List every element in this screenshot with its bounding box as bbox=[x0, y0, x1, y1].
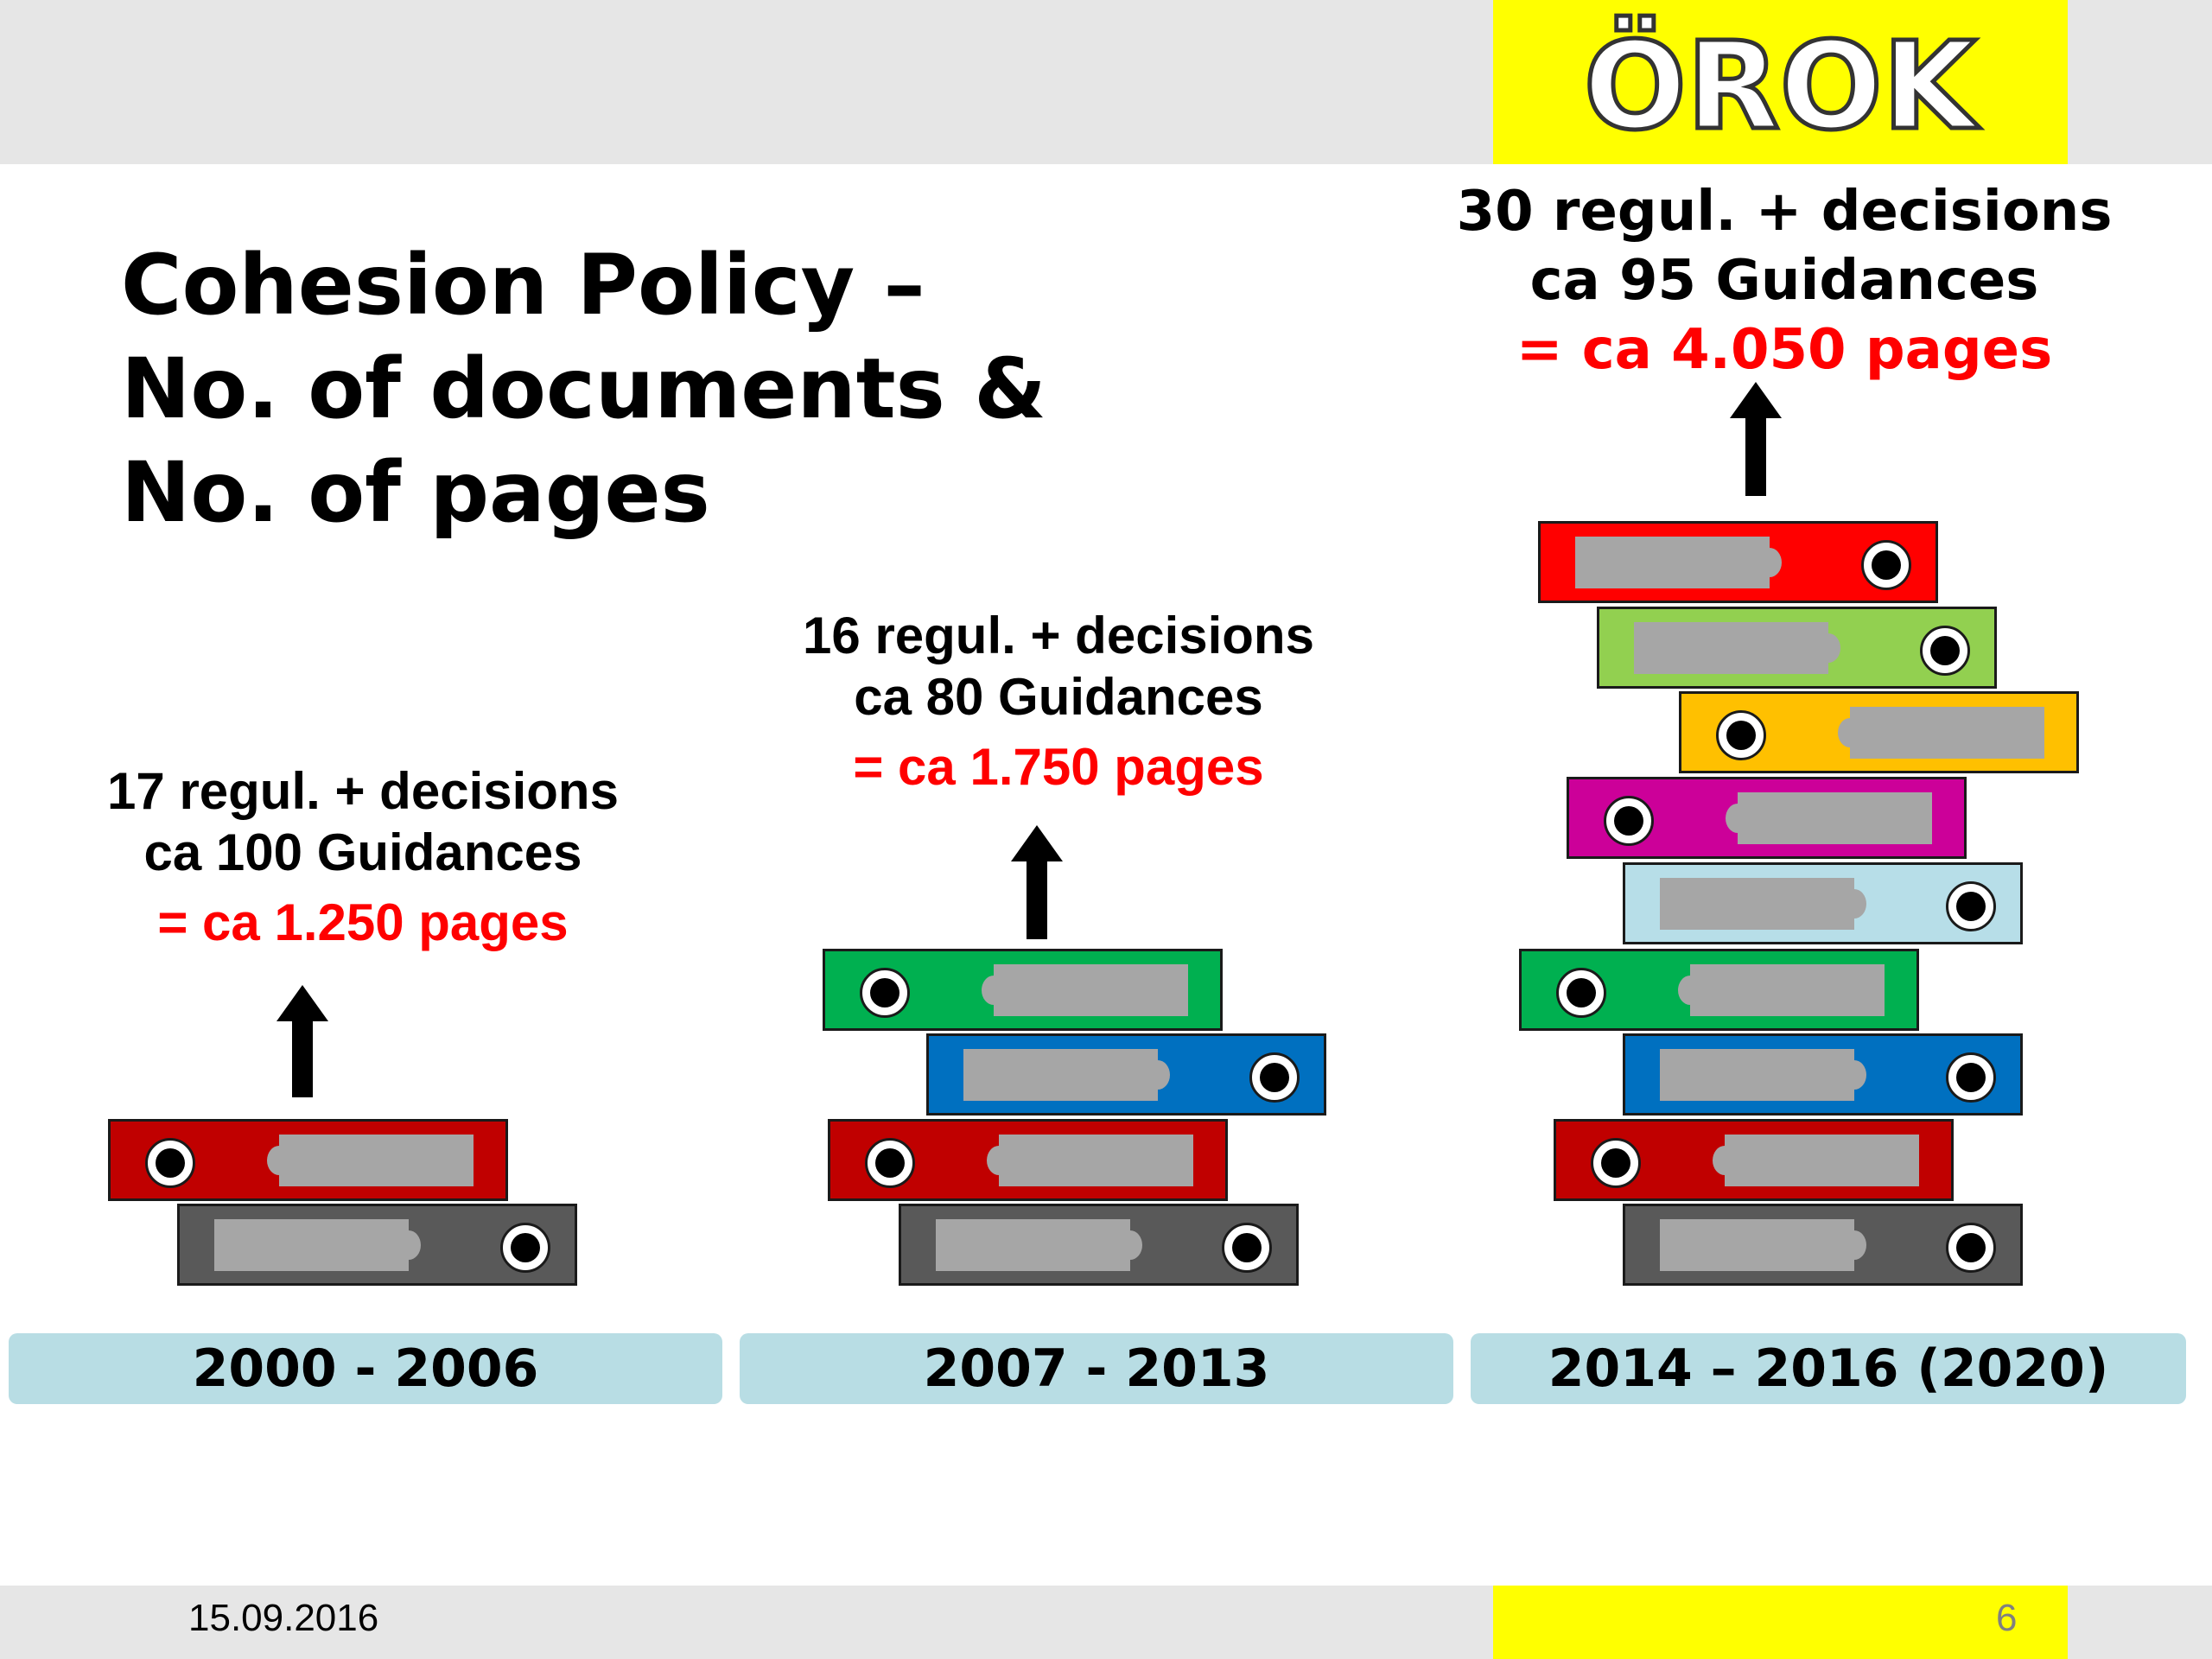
binder-icon bbox=[108, 1119, 508, 1201]
ring-icon bbox=[500, 1223, 550, 1273]
ring-icon bbox=[860, 968, 910, 1018]
binder-icon bbox=[1623, 862, 2023, 944]
binder-icon bbox=[899, 1204, 1299, 1286]
label-plate bbox=[1713, 1135, 1919, 1186]
binder-icon bbox=[926, 1033, 1326, 1116]
ring-icon bbox=[1946, 1223, 1996, 1273]
footer-date: 15.09.2016 bbox=[188, 1597, 379, 1639]
label-plate bbox=[214, 1219, 421, 1271]
period-label: 2000 - 2006 bbox=[9, 1333, 722, 1404]
up-arrow-icon bbox=[1011, 825, 1063, 939]
stat-block-2000-2006: 17 regul. + decisions ca 100 Guidances =… bbox=[52, 760, 674, 953]
label-plate bbox=[1660, 1049, 1866, 1101]
ring-icon bbox=[145, 1138, 195, 1188]
guidances-count: ca 100 Guidances bbox=[143, 823, 582, 881]
label-plate bbox=[1634, 622, 1840, 674]
label-plate bbox=[987, 1135, 1193, 1186]
orok-logo: ÖROK bbox=[1493, 0, 2068, 164]
pages-count: = ca 4.050 pages bbox=[1516, 318, 2053, 382]
slide-title: Cohesion Policy – No. of documents & No.… bbox=[121, 233, 1158, 544]
binder-icon bbox=[1623, 1204, 2023, 1286]
binder-icon bbox=[823, 949, 1223, 1031]
binder-icon bbox=[1597, 607, 1997, 689]
label-plate bbox=[1575, 537, 1782, 588]
up-arrow-icon bbox=[1730, 382, 1782, 496]
title-line-2: No. of documents & bbox=[121, 340, 1046, 437]
binder-icon bbox=[1679, 691, 2079, 773]
label-plate bbox=[267, 1135, 474, 1186]
binder-icon bbox=[1623, 1033, 2023, 1116]
ring-icon bbox=[865, 1138, 915, 1188]
label-plate bbox=[936, 1219, 1142, 1271]
ring-icon bbox=[1222, 1223, 1272, 1273]
title-line-3: No. of pages bbox=[121, 444, 710, 541]
ring-icon bbox=[1920, 626, 1970, 676]
binder-icon bbox=[1519, 949, 1919, 1031]
label-plate bbox=[1660, 878, 1866, 930]
stat-block-2007-2013: 16 regul. + decisions ca 80 Guidances = … bbox=[747, 605, 1370, 798]
binder-icon bbox=[828, 1119, 1228, 1201]
binder-icon bbox=[177, 1204, 577, 1286]
binder-icon bbox=[1538, 521, 1938, 603]
ring-icon bbox=[1946, 881, 1996, 931]
binder-icon bbox=[1554, 1119, 1954, 1201]
page-number: 6 bbox=[1996, 1597, 2018, 1639]
ring-icon bbox=[1861, 540, 1911, 590]
regulations-count: 30 regul. + decisions bbox=[1456, 180, 2113, 244]
svg-text:ÖROK: ÖROK bbox=[1584, 15, 1980, 157]
ring-icon bbox=[1604, 796, 1654, 846]
pages-count: = ca 1.750 pages bbox=[853, 738, 1264, 796]
label-plate bbox=[982, 964, 1188, 1016]
ring-icon bbox=[1716, 710, 1766, 760]
guidances-count: ca 80 Guidances bbox=[854, 668, 1263, 726]
period-label: 2014 – 2016 (2020) bbox=[1471, 1333, 2186, 1404]
ring-icon bbox=[1249, 1052, 1300, 1103]
stat-block-2014-2020: 30 regul. + decisions ca 95 Guidances = … bbox=[1439, 177, 2130, 385]
label-plate bbox=[1726, 792, 1932, 844]
up-arrow-icon bbox=[276, 985, 328, 1097]
title-line-1: Cohesion Policy – bbox=[121, 237, 925, 334]
ring-icon bbox=[1591, 1138, 1641, 1188]
guidances-count: ca 95 Guidances bbox=[1529, 249, 2039, 313]
label-plate bbox=[963, 1049, 1170, 1101]
period-label: 2007 - 2013 bbox=[740, 1333, 1453, 1404]
regulations-count: 17 regul. + decisions bbox=[107, 762, 619, 820]
footer-accent bbox=[1493, 1586, 2068, 1659]
ring-icon bbox=[1946, 1052, 1996, 1103]
ring-icon bbox=[1556, 968, 1606, 1018]
label-plate bbox=[1660, 1219, 1866, 1271]
binder-icon bbox=[1567, 777, 1967, 859]
pages-count: = ca 1.250 pages bbox=[157, 893, 569, 951]
label-plate bbox=[1838, 707, 2044, 759]
label-plate bbox=[1678, 964, 1885, 1016]
regulations-count: 16 regul. + decisions bbox=[803, 607, 1314, 664]
